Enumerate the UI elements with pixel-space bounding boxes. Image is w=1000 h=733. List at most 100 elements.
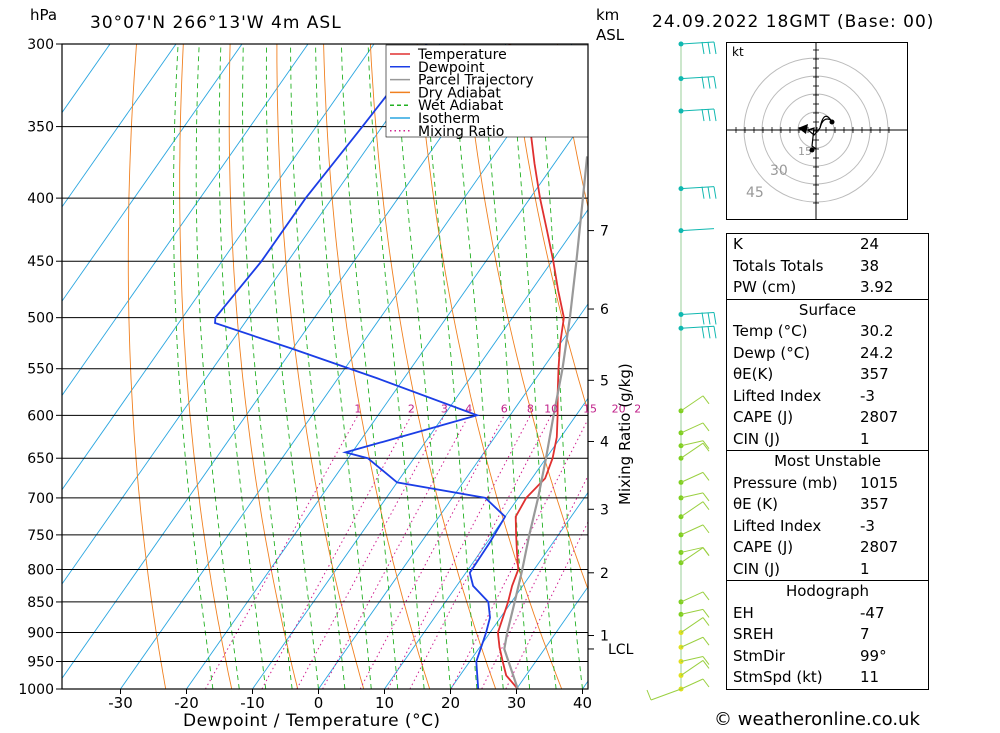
mixing-ratio-line [387,415,531,689]
wind-barb-staff [680,501,704,518]
wind-barb-flag [702,422,710,432]
surface-li-value: -3 [860,386,875,405]
mixing-ratio-tick-label: 6 [501,402,508,415]
wind-barb-flag [702,501,710,511]
wind-barb-flag [707,76,711,89]
wind-barb-flag [713,76,717,89]
eh-value: -47 [860,603,885,622]
temperature-tick-label: 30 [507,694,526,712]
wind-barb-staff [680,636,704,648]
mixing-ratio-line [261,415,412,689]
mu-theta-label: θE (K) [733,495,778,513]
km-tick-label: 6 [600,302,609,318]
isotherm-line [62,44,375,491]
storm-motion-arrow [798,124,808,134]
wet-adiabat-line [195,44,240,689]
wind-barb-flag [713,186,717,199]
mu-cin-label: CIN (J) [733,559,781,578]
hodograph-unit-label: kt [732,45,744,59]
isotherm-line [62,44,177,208]
mixing-ratio-line [204,415,359,689]
legend-entry: Parcel Trajectory [418,73,534,89]
wind-barb-flag [707,186,711,199]
wind-barb-staff [680,395,704,412]
km-tick-label: 3 [600,502,609,518]
totals-totals-label: Totals Totals [733,256,824,275]
hpa-unit-label: hPa [30,6,57,24]
mu-li-value: -3 [860,516,875,535]
pressure-tick-label: 450 [27,254,54,270]
wet-adiabat-line [265,44,319,689]
mu-pressure-label: Pressure (mb) [733,473,838,492]
mixing-ratio-line [505,520,588,689]
wind-barb-staff [650,688,682,701]
wind-barb-staff [680,660,704,676]
surface-cin-value: 1 [860,429,870,448]
wind-barb-flag [707,326,711,339]
legend-entry: Isotherm [418,111,480,127]
wind-barb-flag [646,689,652,701]
sreh-label: SREH [733,625,774,643]
temperature-tick-label: 0 [314,694,324,712]
plot-frame [61,43,589,690]
dewpoint-line [214,44,507,689]
wind-barb-flag [702,547,710,557]
k-index-value: 24 [860,235,880,253]
indices-panel: K 24 Totals Totals 38 PW (cm) 3.92 Surface … [726,233,929,690]
wet-adiabat-line [509,44,557,689]
wind-barb-flag [707,108,711,122]
isotherm-line [120,44,573,689]
wind-barb-staff [680,471,704,483]
mixing-ratio-tick-label: 2 [408,402,415,415]
isotherm-line [450,491,588,689]
wet-adiabat-line [480,44,531,689]
eh-label: EH [733,603,754,622]
km-tick-label: 1 [600,629,609,645]
wind-barb-staff [680,591,704,603]
wind-barb-flag [702,591,710,601]
totals-totals-value: 38 [860,256,880,275]
wind-barb-flag [702,492,710,502]
mixing-ratio-tick-label: 15 [583,402,597,415]
hodograph: kt 15 30 45 [726,42,908,220]
wind-barb-staff [680,228,715,232]
wind-barb-staff [680,108,715,112]
surface-cin-label: CIN (J) [733,429,781,448]
wind-barb-flag [713,312,717,325]
pw-value: 3.92 [860,278,894,296]
isotherm-line [62,44,111,114]
mu-cin-value: 1 [860,559,870,578]
stmdir-label: StmDir [733,646,785,665]
wind-barb-flag [702,636,710,646]
dry-adiabat-line [369,44,497,689]
mu-li-label: Lifted Index [733,516,822,535]
wind-barb-flag [702,440,710,450]
isotherm-line [384,397,588,689]
k-index-label: K [733,235,743,253]
isotherm-line [252,208,588,689]
mu-cape-value: 2807 [860,538,899,556]
wind-barb-flag [701,108,705,122]
temperature-tick-label: 10 [375,694,394,712]
wind-barb-staff [680,608,704,615]
temperature-tick-label: 20 [441,694,460,712]
mixing-ratio-tick-label: 25 [634,402,640,415]
wet-adiabat-line [315,44,372,689]
mixing-ratio-line [450,418,588,689]
temperature-tick-label: -20 [174,694,199,712]
mu-cape-label: CAPE (J) [733,538,794,556]
pressure-tick-label: 550 [27,362,54,378]
wind-barb-staff [680,524,704,536]
km-tick-label: 2 [600,566,609,582]
mixing-ratio-tick-label: 10 [544,402,558,415]
dry-adiabat-line [127,44,167,689]
legend-entry: Wet Adiabat [418,98,504,114]
dry-adiabat-line [179,44,233,689]
pressure-tick-label: 600 [27,408,54,424]
surface-theta-label: θE(K) [733,365,774,383]
mixing-ratio-tick-label: 1 [354,402,361,415]
wind-barb-staff [680,492,704,499]
wind-barb-flag [701,326,705,339]
wind-barb-flag [702,617,710,626]
